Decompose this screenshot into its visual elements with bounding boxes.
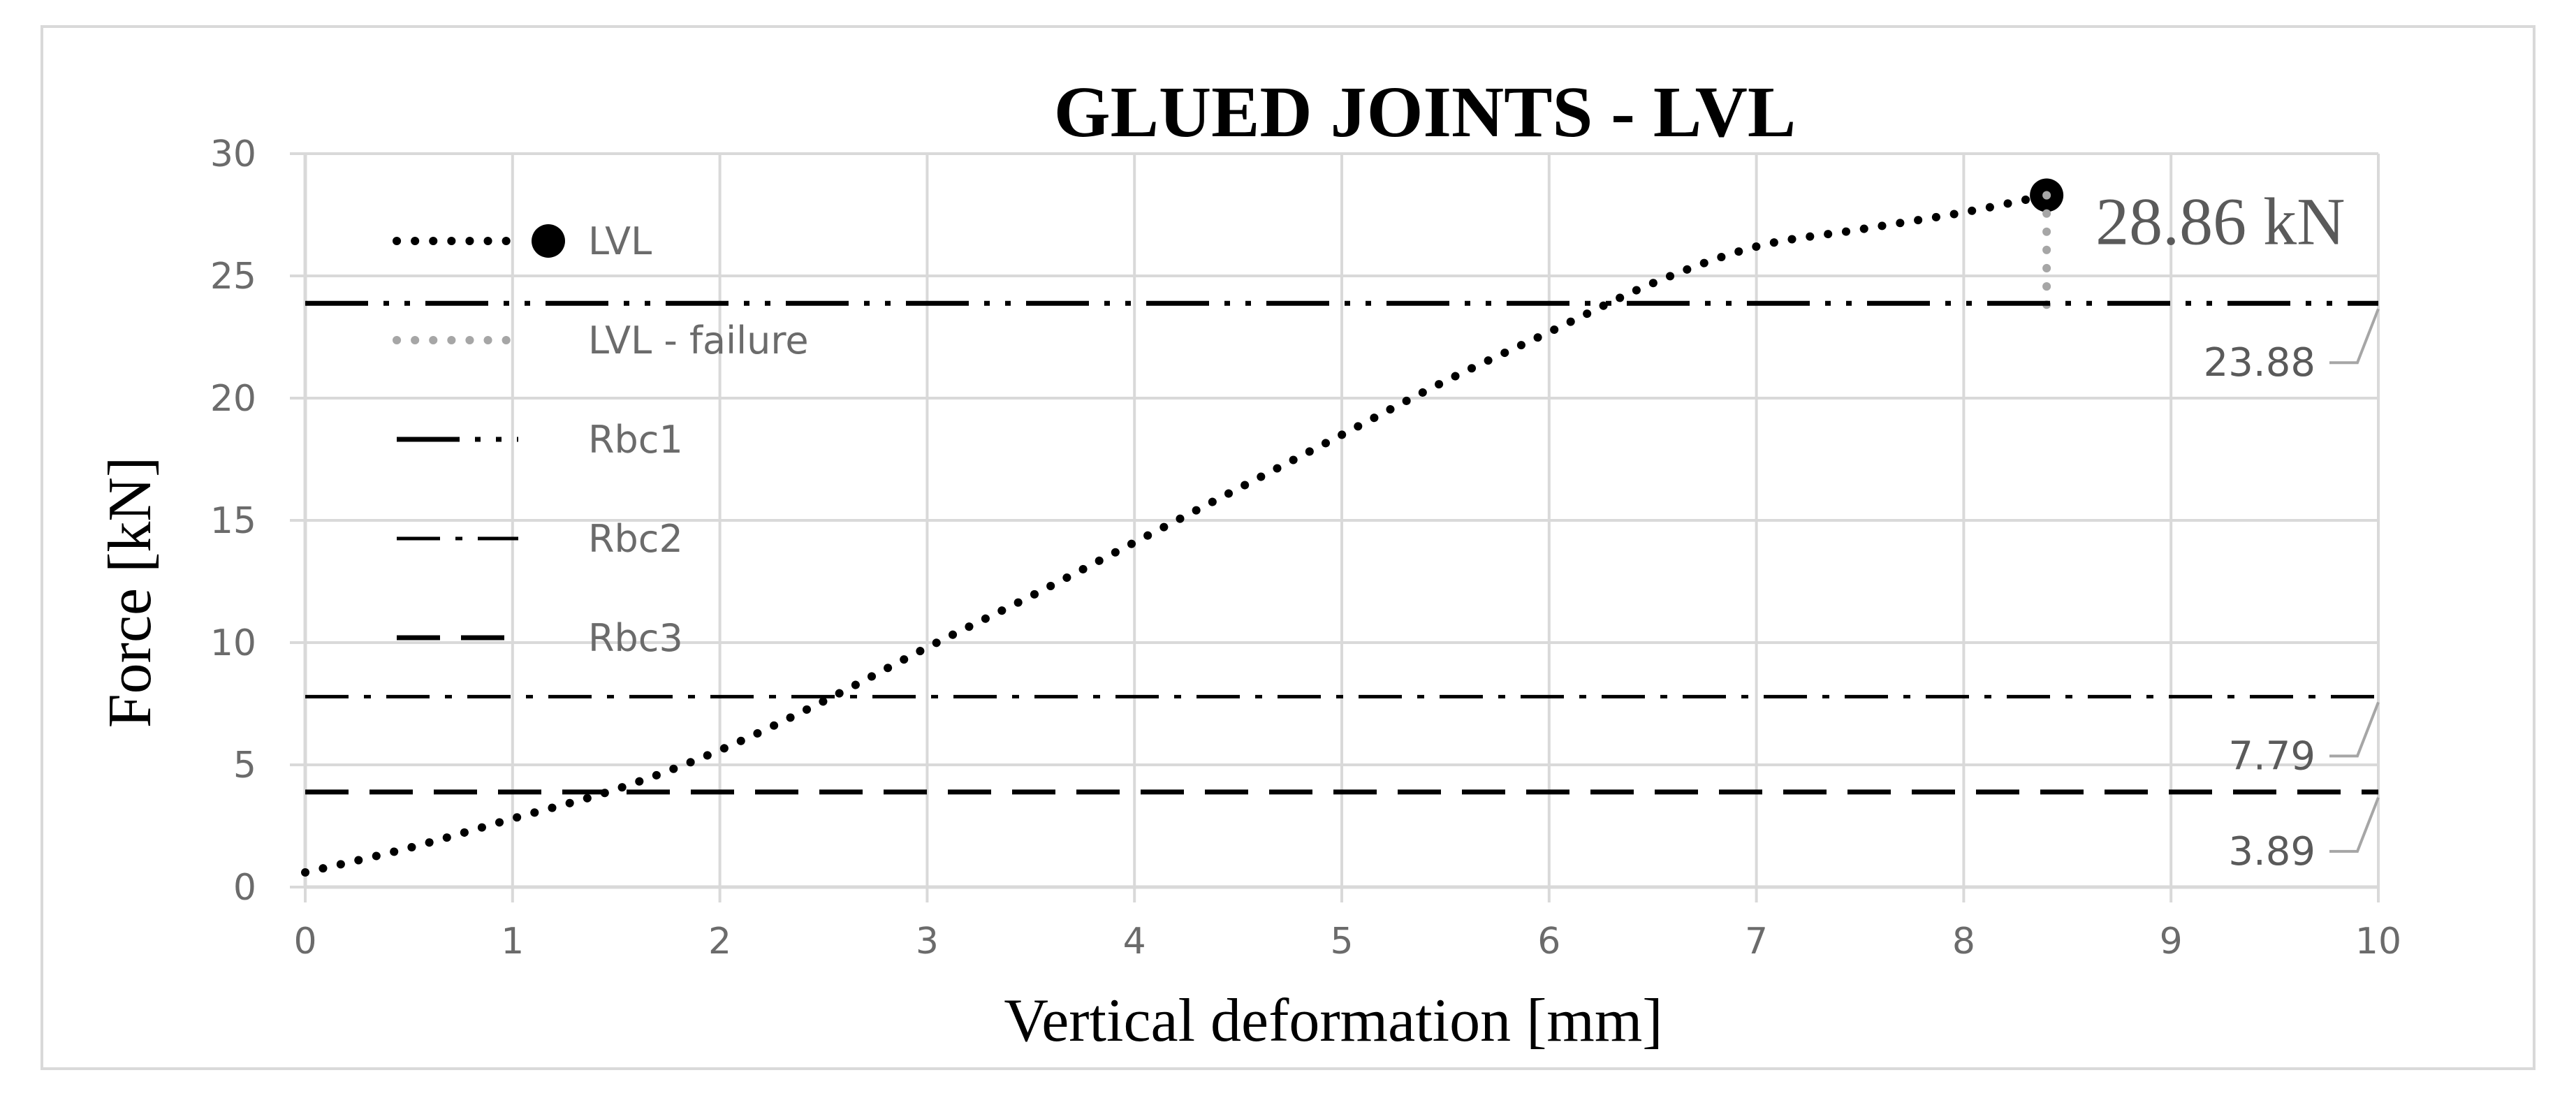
x-tick-label: 3: [916, 921, 939, 963]
y-tick-label: 5: [233, 745, 256, 786]
label-layer: 23.88 7.79 3.89 28.86 kN: [2095, 184, 2380, 875]
y-tick-label: 0: [233, 867, 256, 909]
y-tick-label: 10: [210, 622, 256, 664]
series-rbc3-label-leader: [2329, 797, 2380, 853]
series-rbc2-value-label: 7.79: [2228, 733, 2315, 779]
legend-lvl-marker: [532, 224, 565, 258]
x-tick-label: 7: [1745, 921, 1768, 963]
x-tick-label: 0: [293, 921, 316, 963]
x-tick-label: 4: [1123, 921, 1146, 963]
x-tick-label: 9: [2160, 921, 2183, 963]
series-rbc3-value-label: 3.89: [2228, 829, 2315, 875]
x-tick-label: 1: [501, 921, 524, 963]
x-tick-label: 6: [1537, 921, 1560, 963]
axis-layer: 0 1 2 3 4 5 6 7 8 9 10 0 5 10 15 20 25 30: [210, 133, 2401, 963]
y-tick-label: 15: [210, 500, 256, 542]
legend-rbc3-label: Rbc3: [588, 616, 683, 660]
x-tick-label: 5: [1330, 921, 1353, 963]
legend-rbc2-label: Rbc2: [588, 517, 683, 561]
y-axis-title: Force [kN]: [96, 457, 164, 729]
series-layer: [301, 178, 2378, 877]
legend-rbc1-label: Rbc1: [588, 418, 683, 462]
y-tick-label: 25: [210, 256, 256, 298]
x-tick-label: 10: [2355, 921, 2401, 963]
series-rbc2-label-leader: [2329, 701, 2380, 758]
series-rbc1-value-label: 23.88: [2204, 340, 2315, 386]
legend-lvl-label: LVL: [588, 219, 652, 263]
legend: LVL LVL - failure Rbc1 Rbc2 Rbc3: [393, 219, 809, 660]
legend-lvl-failure-label: LVL - failure: [588, 319, 809, 363]
x-tick-label: 2: [708, 921, 731, 963]
chart-title: GLUED JOINTS - LVL: [1054, 72, 1796, 152]
y-tick-label: 20: [210, 378, 256, 420]
peak-value-label: 28.86 kN: [2095, 184, 2345, 259]
series-rbc1-label-leader: [2329, 308, 2380, 365]
chart-frame: [41, 25, 2535, 1070]
x-tick-label: 8: [1952, 921, 1975, 963]
x-axis-title: Vertical deformation [mm]: [1004, 987, 1662, 1055]
y-tick-label: 30: [210, 133, 256, 175]
